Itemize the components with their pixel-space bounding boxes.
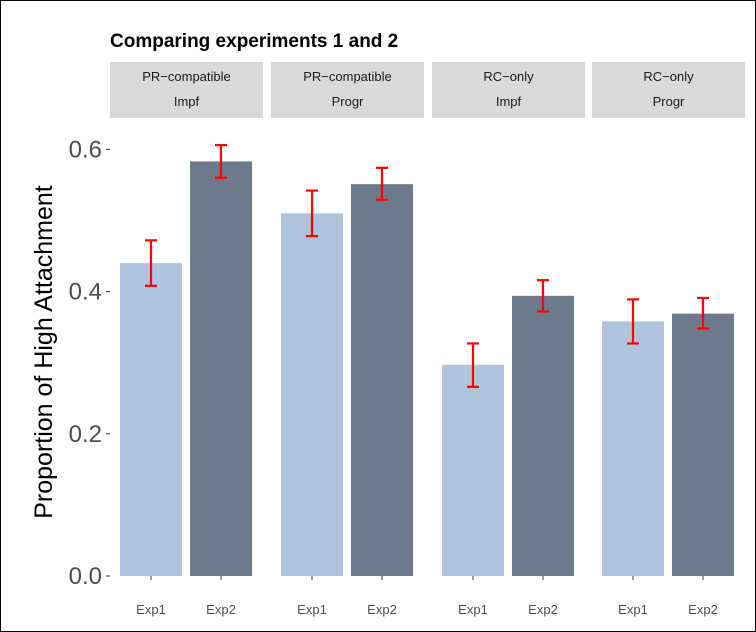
facet-strip-label: PR−compatible — [142, 69, 231, 84]
error-bar — [145, 239, 157, 287]
bar-exp2 — [351, 184, 413, 576]
facet-strip-label: Progr — [653, 94, 685, 109]
x-tick-label: Exp2 — [206, 602, 236, 617]
x-tick-label: Exp1 — [136, 602, 166, 617]
error-bar — [697, 296, 709, 330]
error-bar — [376, 166, 388, 201]
y-axis-label: Proportion of High Attachment — [30, 185, 58, 519]
facet-strip — [110, 62, 263, 118]
error-bar — [215, 143, 227, 179]
facet-strip-label: PR−compatible — [303, 69, 392, 84]
y-tick-label: 0.6 — [69, 136, 102, 163]
x-tick-label: Exp1 — [458, 602, 488, 617]
bar-exp2 — [190, 161, 252, 576]
facet-panels: PR−compatible Impf Exp1 Exp2 PR−compatible Pr… — [110, 62, 745, 617]
facet-panel: RC−only Impf Exp1 Exp2 — [432, 62, 585, 617]
facet-strip-label: Impf — [174, 94, 200, 109]
error-bar — [537, 279, 549, 313]
bar-exp2 — [672, 313, 734, 576]
bar-exp2 — [512, 295, 574, 576]
facet-strip — [432, 62, 585, 118]
x-tick-label: Exp1 — [297, 602, 327, 617]
facet-strip-label: Impf — [496, 94, 522, 109]
x-tick-label: Exp1 — [618, 602, 648, 617]
facet-panel: PR−compatible Impf Exp1 Exp2 — [110, 62, 263, 617]
facet-strip-label: RC−only — [643, 69, 694, 84]
y-tick-label: 0.2 — [69, 421, 102, 448]
error-bar — [467, 342, 479, 388]
facet-panel: PR−compatible Progr Exp1 Exp2 — [271, 62, 424, 617]
bar-exp1 — [120, 263, 182, 576]
y-tick-label: 0.0 — [69, 563, 102, 590]
chart-title: Comparing experiments 1 and 2 — [110, 31, 398, 52]
bar-exp1 — [602, 321, 664, 576]
y-axis: 0.0 0.2 0.4 0.6 — [69, 136, 110, 590]
facet-strip — [271, 62, 424, 118]
error-bar — [306, 189, 318, 238]
x-tick-label: Exp2 — [528, 602, 558, 617]
facet-strip — [592, 62, 745, 118]
x-tick-label: Exp2 — [367, 602, 397, 617]
facet-strip-label: RC−only — [483, 69, 534, 84]
facet-strip-label: Progr — [332, 94, 364, 109]
bar-exp1 — [281, 213, 343, 577]
y-tick-label: 0.4 — [69, 279, 102, 306]
x-tick-label: Exp2 — [688, 602, 718, 617]
facet-panel: RC−only Progr Exp1 Exp2 — [592, 62, 745, 617]
error-bar — [627, 298, 639, 345]
bar-exp1 — [442, 364, 504, 576]
